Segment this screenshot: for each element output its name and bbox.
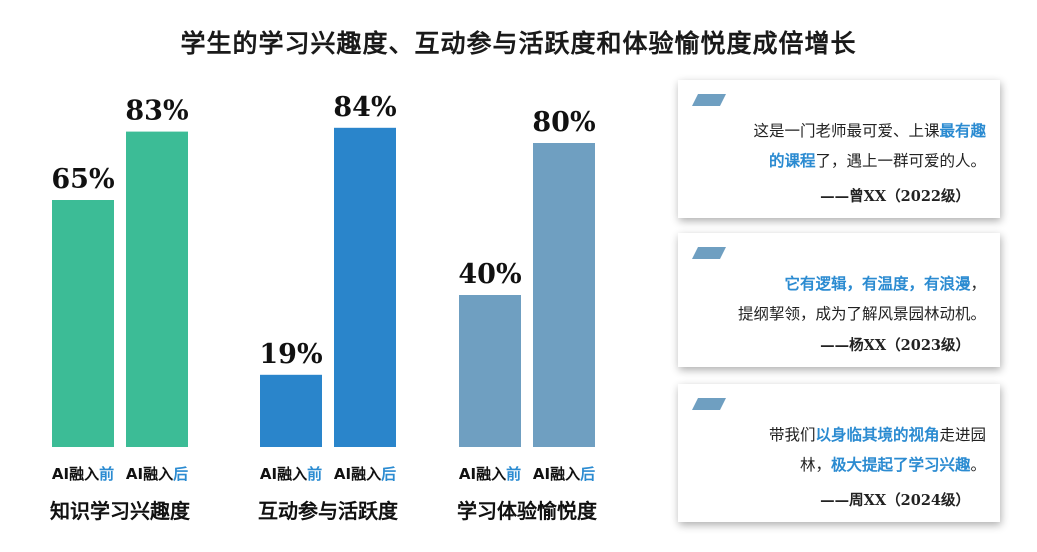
quote-text: 。: [970, 456, 986, 474]
quote-text: 带我们: [768, 426, 816, 444]
bar-before: [260, 374, 322, 447]
bar-before: [459, 295, 521, 447]
testimonial-author: ——周XX（2024级）: [820, 492, 970, 509]
tick-label-after: AI融入后: [126, 465, 188, 483]
testimonial-quote: 这是一门老师最可爱、上课最有趣 的课程了，遇上一群可爱的人。: [696, 116, 986, 176]
category-label: 知识学习兴趣度: [50, 499, 191, 523]
quote-line: 它有逻辑，有温度，有浪漫，: [696, 269, 986, 299]
flag-icon: [692, 398, 726, 410]
flag-icon: [692, 247, 726, 259]
testimonial-card-2: 它有逻辑，有温度，有浪漫， 提纲挈领，成为了解风景园林动机。 ——杨XX（2023…: [678, 233, 1000, 367]
data-label-after: 80%: [532, 107, 595, 138]
tick-label-after: AI融入后: [533, 465, 595, 483]
testimonial-author: ——曾XX（2022级）: [820, 188, 970, 205]
tick-label-after: AI融入后: [334, 465, 396, 483]
category-label: 互动参与活跃度: [258, 499, 399, 523]
quote-text: 了，遇上一群可爱的人。: [815, 152, 986, 170]
quote-text: 林，: [799, 456, 831, 474]
data-label-after: 84%: [333, 92, 396, 123]
quote-highlight: 它有逻辑，有温度，有浪漫: [784, 274, 971, 293]
testimonial-quote: 它有逻辑，有温度，有浪漫， 提纲挈领，成为了解风景园林动机。: [696, 269, 986, 329]
bar-after: [533, 143, 595, 447]
quote-highlight: 极大提起了学习兴趣: [830, 455, 971, 474]
category-label: 学习体验愉悦度: [457, 499, 598, 523]
quote-line: 提纲挈领，成为了解风景园林动机。: [696, 299, 986, 329]
tick-label-before: AI融入前: [459, 465, 521, 483]
testimonial-author: ——杨XX（2023级）: [820, 337, 970, 354]
data-label-before: 65%: [51, 164, 114, 195]
quote-text: 这是一门老师最可爱、上课: [753, 122, 940, 140]
quote-highlight: 的课程: [768, 151, 816, 170]
flag-icon: [692, 94, 726, 106]
bar-before: [52, 200, 114, 447]
quote-highlight: 以身临其境的视角: [815, 425, 940, 444]
bar-after: [334, 127, 396, 448]
quote-line: 的课程了，遇上一群可爱的人。: [696, 146, 986, 176]
quote-line: 这是一门老师最可爱、上课最有趣: [696, 116, 986, 146]
data-label-before: 19%: [259, 339, 322, 370]
quote-text: 走进园: [939, 426, 986, 444]
testimonial-card-3: 带我们以身临其境的视角走进园 林，极大提起了学习兴趣。 ——周XX（2024级）: [678, 384, 1000, 522]
testimonial-quote: 带我们以身临其境的视角走进园 林，极大提起了学习兴趣。: [696, 420, 986, 480]
quote-line: 带我们以身临其境的视角走进园: [696, 420, 986, 450]
quote-text: 提纲挈领，成为了解风景园林动机。: [737, 305, 986, 323]
quote-highlight: 最有趣: [939, 121, 986, 140]
tick-label-before: AI融入前: [260, 465, 322, 483]
tick-label-before: AI融入前: [52, 465, 114, 483]
quote-line: 林，极大提起了学习兴趣。: [696, 450, 986, 480]
quote-text: ，: [970, 275, 986, 293]
testimonial-card-1: 这是一门老师最可爱、上课最有趣 的课程了，遇上一群可爱的人。 ——曾XX（2022…: [678, 80, 1000, 218]
chart-title: 学生的学习兴趣度、互动参与活跃度和体验愉悦度成倍增长: [180, 29, 857, 58]
data-label-before: 40%: [458, 259, 521, 290]
data-label-after: 83%: [125, 96, 188, 127]
bar-after: [126, 131, 188, 447]
